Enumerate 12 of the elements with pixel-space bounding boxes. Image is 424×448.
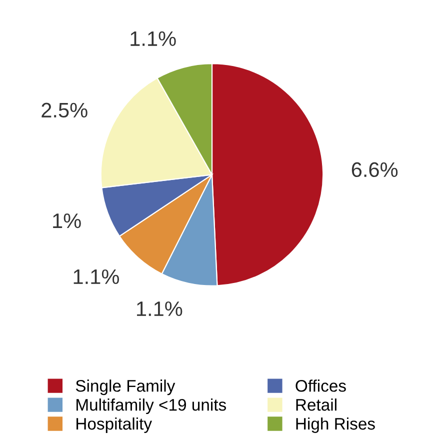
data-label: 1.1% [130, 31, 176, 46]
data-label: 1.1% [137, 301, 182, 316]
data-label: 6.6% [352, 162, 398, 178]
legend-label: Retail [296, 398, 336, 411]
data-label: 1% [53, 213, 81, 228]
legend-label: High Rises [296, 417, 375, 433]
legend-label: Single Family [76, 380, 176, 396]
legend-label: Multifamily <19 units [76, 398, 226, 414]
data-label: 1.1% [74, 269, 119, 284]
data-label: 2.5% [42, 102, 88, 118]
legend-label: Hospitality [76, 417, 152, 433]
legend-label: Offices [296, 380, 346, 392]
